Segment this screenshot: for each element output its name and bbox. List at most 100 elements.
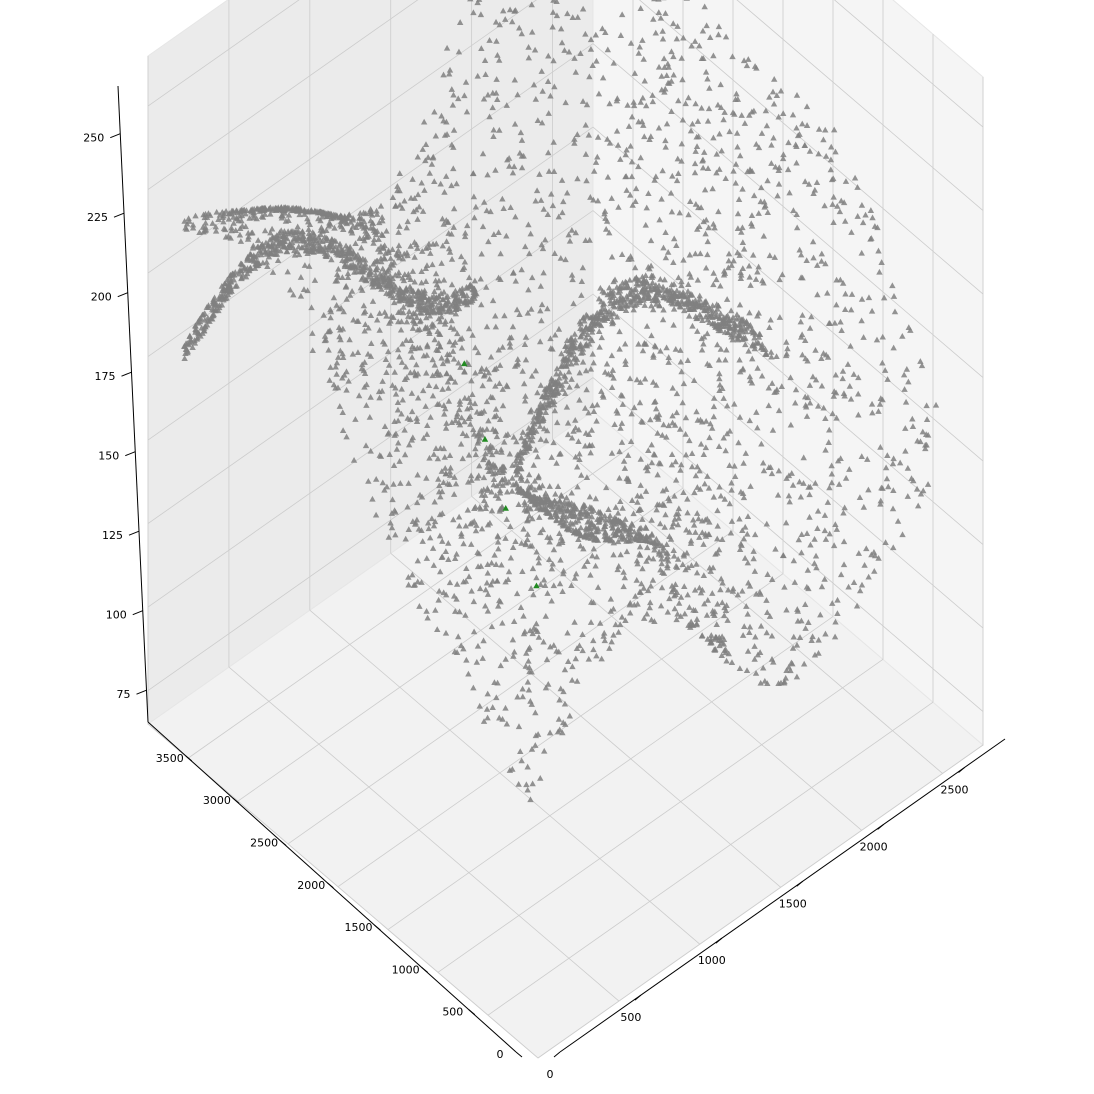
grey-point <box>739 336 746 343</box>
grey-point <box>474 0 481 6</box>
grey-point <box>745 347 752 354</box>
grey-point <box>549 9 557 15</box>
grey-point <box>678 278 685 285</box>
grey-point <box>560 198 567 205</box>
grey-point <box>822 152 830 159</box>
grey-point <box>438 488 446 495</box>
grey-point <box>573 382 581 389</box>
grey-point <box>603 217 611 224</box>
grey-point <box>506 162 513 169</box>
grey-point <box>449 101 457 108</box>
grey-point <box>810 254 817 261</box>
grey-point <box>637 154 644 161</box>
grey-point <box>539 526 547 533</box>
grey-point <box>590 359 597 366</box>
grey-point <box>717 492 725 499</box>
grey-point <box>228 224 235 231</box>
grey-point <box>878 259 885 265</box>
grey-point <box>664 562 671 568</box>
grey-point <box>495 346 502 353</box>
grey-point <box>651 546 658 553</box>
grey-point <box>514 356 521 362</box>
grey-point <box>639 347 647 354</box>
grey-point <box>806 382 814 388</box>
grey-point <box>320 311 327 318</box>
grey-point <box>809 633 816 640</box>
grey-point <box>472 503 479 510</box>
grey-point <box>472 527 480 534</box>
grey-point <box>711 224 718 231</box>
grey-point <box>534 500 541 507</box>
grey-point <box>385 348 392 355</box>
grey-point <box>454 330 461 337</box>
grey-point <box>332 363 339 370</box>
grey-point <box>361 256 369 263</box>
grey-point <box>802 601 809 608</box>
grey-point <box>667 189 675 196</box>
grey-point <box>623 548 631 555</box>
grey-point <box>710 394 718 401</box>
grey-point <box>435 400 443 407</box>
grey-point <box>617 32 625 38</box>
grey-point <box>880 294 888 301</box>
grey-point <box>690 521 698 528</box>
grey-point <box>531 46 539 53</box>
grey-point <box>520 380 528 387</box>
grey-point <box>553 459 560 466</box>
grey-point <box>633 557 641 564</box>
grey-point <box>696 534 703 540</box>
grey-point <box>517 748 524 755</box>
grey-point <box>527 406 535 413</box>
grey-point <box>472 344 479 351</box>
grey-point <box>334 384 342 391</box>
grey-point <box>285 217 292 224</box>
grey-point <box>627 142 634 149</box>
grey-point <box>905 324 912 331</box>
grey-point <box>532 742 539 748</box>
grey-point <box>716 166 723 172</box>
grey-point <box>507 343 514 350</box>
grey-point <box>450 165 457 172</box>
grey-point <box>414 216 421 222</box>
grey-point <box>831 319 839 326</box>
grey-point <box>474 72 481 79</box>
grey-point <box>769 88 777 95</box>
grey-point <box>448 317 455 324</box>
grey-point <box>615 289 622 296</box>
grey-point <box>267 229 274 236</box>
grey-point <box>574 175 581 182</box>
grey-point <box>840 390 848 396</box>
x-tick-label: 1000 <box>698 954 726 967</box>
grey-point <box>830 193 837 200</box>
grey-point <box>381 242 388 249</box>
grey-point <box>439 510 446 517</box>
grey-point <box>663 72 670 79</box>
grey-point <box>715 546 723 553</box>
grey-point <box>614 509 622 516</box>
grey-point <box>540 505 547 511</box>
grey-point <box>339 247 347 253</box>
grey-point <box>683 526 690 533</box>
grey-point <box>417 317 424 324</box>
grey-point <box>671 492 678 499</box>
grey-point <box>367 393 374 400</box>
grey-point <box>471 400 479 407</box>
grey-point <box>744 559 752 566</box>
grey-point <box>611 421 618 428</box>
green-point <box>502 504 509 511</box>
grey-point <box>435 476 442 482</box>
grey-point <box>189 344 196 350</box>
grey-point <box>455 633 462 640</box>
grey-point <box>401 197 408 204</box>
grey-point <box>658 584 666 591</box>
grey-point <box>370 236 378 243</box>
grey-point <box>526 250 533 257</box>
grey-point <box>676 426 684 432</box>
x-tick-label: 2000 <box>860 840 888 853</box>
grey-point <box>465 670 472 677</box>
grey-point <box>732 96 739 102</box>
grey-point <box>462 522 469 529</box>
grey-point <box>884 452 891 458</box>
grey-point <box>636 588 644 595</box>
grey-point <box>758 184 765 191</box>
